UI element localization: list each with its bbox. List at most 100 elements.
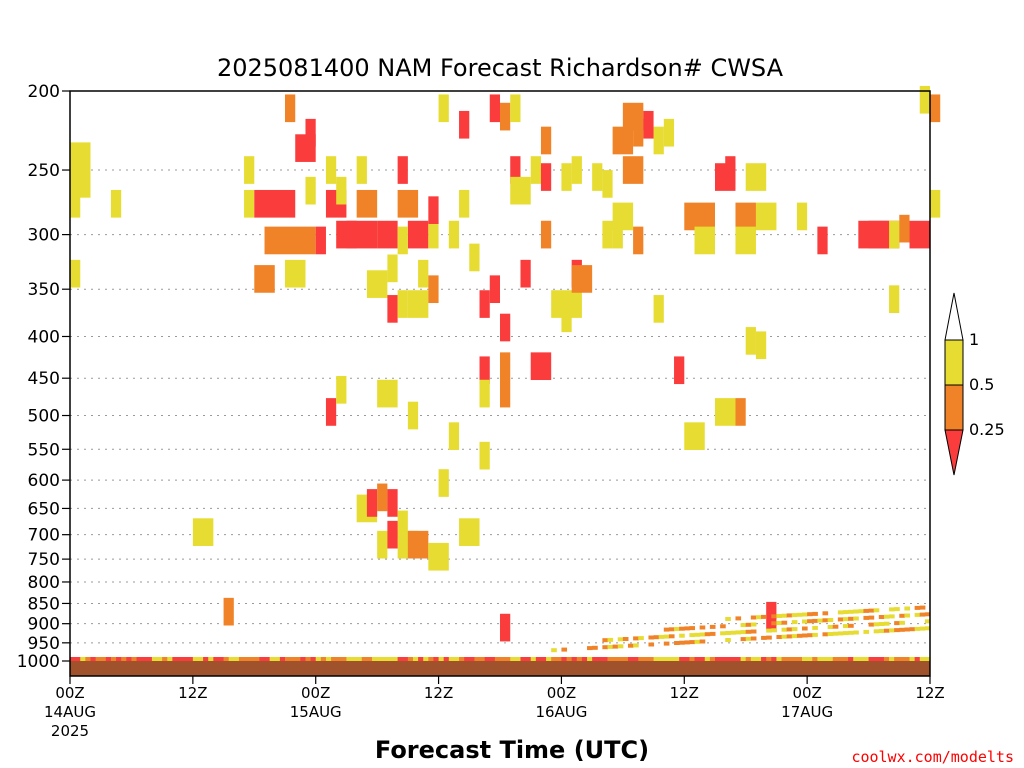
ri-cell <box>520 259 531 288</box>
ri-cell-boundary <box>873 657 880 661</box>
ri-cell-boundary <box>914 626 921 631</box>
ri-cell <box>622 156 644 184</box>
ri-cell-boundary <box>745 622 752 627</box>
ri-cell-boundary <box>776 614 783 618</box>
ri-cell <box>397 189 419 218</box>
ri-cell-boundary <box>494 657 501 661</box>
ri-cell-boundary <box>919 657 926 661</box>
ri-cell-boundary <box>761 614 767 619</box>
ri-cell-boundary <box>735 657 742 661</box>
ri-cell-boundary <box>372 657 378 661</box>
ri-cell-boundary <box>709 631 716 636</box>
ri-cell <box>366 489 378 517</box>
ri-cell-boundary <box>812 618 818 623</box>
ri-cell-boundary <box>914 605 921 610</box>
ri-cell-boundary <box>192 657 199 661</box>
ri-cell-boundary <box>121 657 127 661</box>
ri-cell-boundary <box>817 618 823 623</box>
ri-cell-boundary <box>735 630 742 635</box>
ri-cell-boundary <box>505 657 511 661</box>
ri-cell-boundary <box>587 646 593 651</box>
ri-cell <box>674 356 685 385</box>
ri-cell-boundary <box>781 620 788 625</box>
y-tick-label: 900 <box>28 615 60 635</box>
ri-cell-boundary <box>607 637 614 642</box>
ri-cell-boundary <box>878 615 885 619</box>
ri-cell <box>110 189 122 218</box>
ri-cell-boundary <box>530 657 537 661</box>
ri-cell-boundary <box>863 657 870 661</box>
ri-cell-boundary <box>904 657 911 661</box>
ri-cell-boundary <box>914 657 921 661</box>
ri-cell-boundary <box>617 644 624 649</box>
ri-cell-boundary <box>136 657 143 661</box>
ri-cell-boundary <box>167 657 173 661</box>
ri-cell-boundary <box>868 608 875 613</box>
x-axis-label: Forecast Time (UTC) <box>375 736 649 764</box>
ri-cell-boundary <box>423 657 429 661</box>
y-tick-label: 300 <box>28 226 60 246</box>
ri-cell-boundary <box>827 618 834 622</box>
ri-cell-boundary <box>709 624 716 629</box>
ri-cell-boundary <box>817 657 823 661</box>
ri-cell-boundary <box>259 657 266 661</box>
ri-cell-boundary <box>761 657 767 661</box>
ri-cell-boundary <box>868 622 875 627</box>
ri-cell <box>377 379 398 408</box>
ri-cell <box>387 520 398 549</box>
ri-cell-boundary <box>699 632 706 637</box>
ri-cell-boundary <box>791 627 798 632</box>
ri-cell-boundary <box>694 639 701 644</box>
ri-cell-boundary <box>279 657 286 661</box>
ri-cell <box>448 220 460 249</box>
ri-cell-boundary <box>622 657 629 661</box>
ri-cell-boundary <box>177 657 184 661</box>
ri-cell <box>418 259 429 288</box>
ri-cell-boundary <box>786 657 793 661</box>
x-tick-label: 00Z <box>547 684 576 702</box>
x-tick-label: 14AUG <box>44 703 96 721</box>
ri-cell-boundary <box>540 657 547 661</box>
ri-cell-boundary <box>786 634 793 639</box>
ri-cell <box>469 243 480 272</box>
ri-cell <box>356 189 378 218</box>
ri-cell-boundary <box>535 657 542 661</box>
ri-cell-boundary <box>802 619 808 624</box>
ri-cell-boundary <box>883 657 890 661</box>
ri-cell-boundary <box>889 657 895 661</box>
ri-cell-boundary <box>771 621 777 626</box>
ri-cell-boundary <box>95 657 102 661</box>
ri-cell-boundary <box>633 643 639 648</box>
ri-cell-boundary <box>90 657 97 661</box>
ri-cell-boundary <box>709 657 716 661</box>
ri-cell-boundary <box>597 657 603 661</box>
ri-cell-boundary <box>607 644 614 649</box>
ri-cell-boundary <box>725 631 731 635</box>
ri-cell <box>500 102 511 131</box>
ri-cell-boundary <box>755 615 762 620</box>
ri-cell-boundary <box>858 609 864 614</box>
ri-cell-boundary <box>612 644 619 649</box>
ri-cell-boundary <box>848 609 854 614</box>
ri-cell-boundary <box>837 631 844 636</box>
ri-cell-boundary <box>587 657 593 661</box>
ri-cell-boundary <box>894 657 900 661</box>
ri-cell <box>479 356 490 385</box>
ri-cell <box>735 398 746 426</box>
ri-cell <box>305 176 316 205</box>
ri-cell <box>796 202 808 231</box>
x-tick-label: 12Z <box>424 684 453 702</box>
ri-cell-boundary <box>832 631 839 636</box>
ri-cell <box>745 327 756 355</box>
ri-cell <box>530 156 541 184</box>
ri-cell-boundary <box>443 657 450 661</box>
ri-cell-boundary <box>899 627 905 632</box>
ri-cell-boundary <box>740 623 747 628</box>
ri-cell-boundary <box>668 627 675 632</box>
ri-cell-boundary <box>689 633 696 638</box>
ri-cell-boundary <box>387 657 393 661</box>
ground-fill <box>70 661 930 676</box>
ri-cell-boundary <box>924 626 931 631</box>
ri-cell-boundary <box>290 657 296 661</box>
